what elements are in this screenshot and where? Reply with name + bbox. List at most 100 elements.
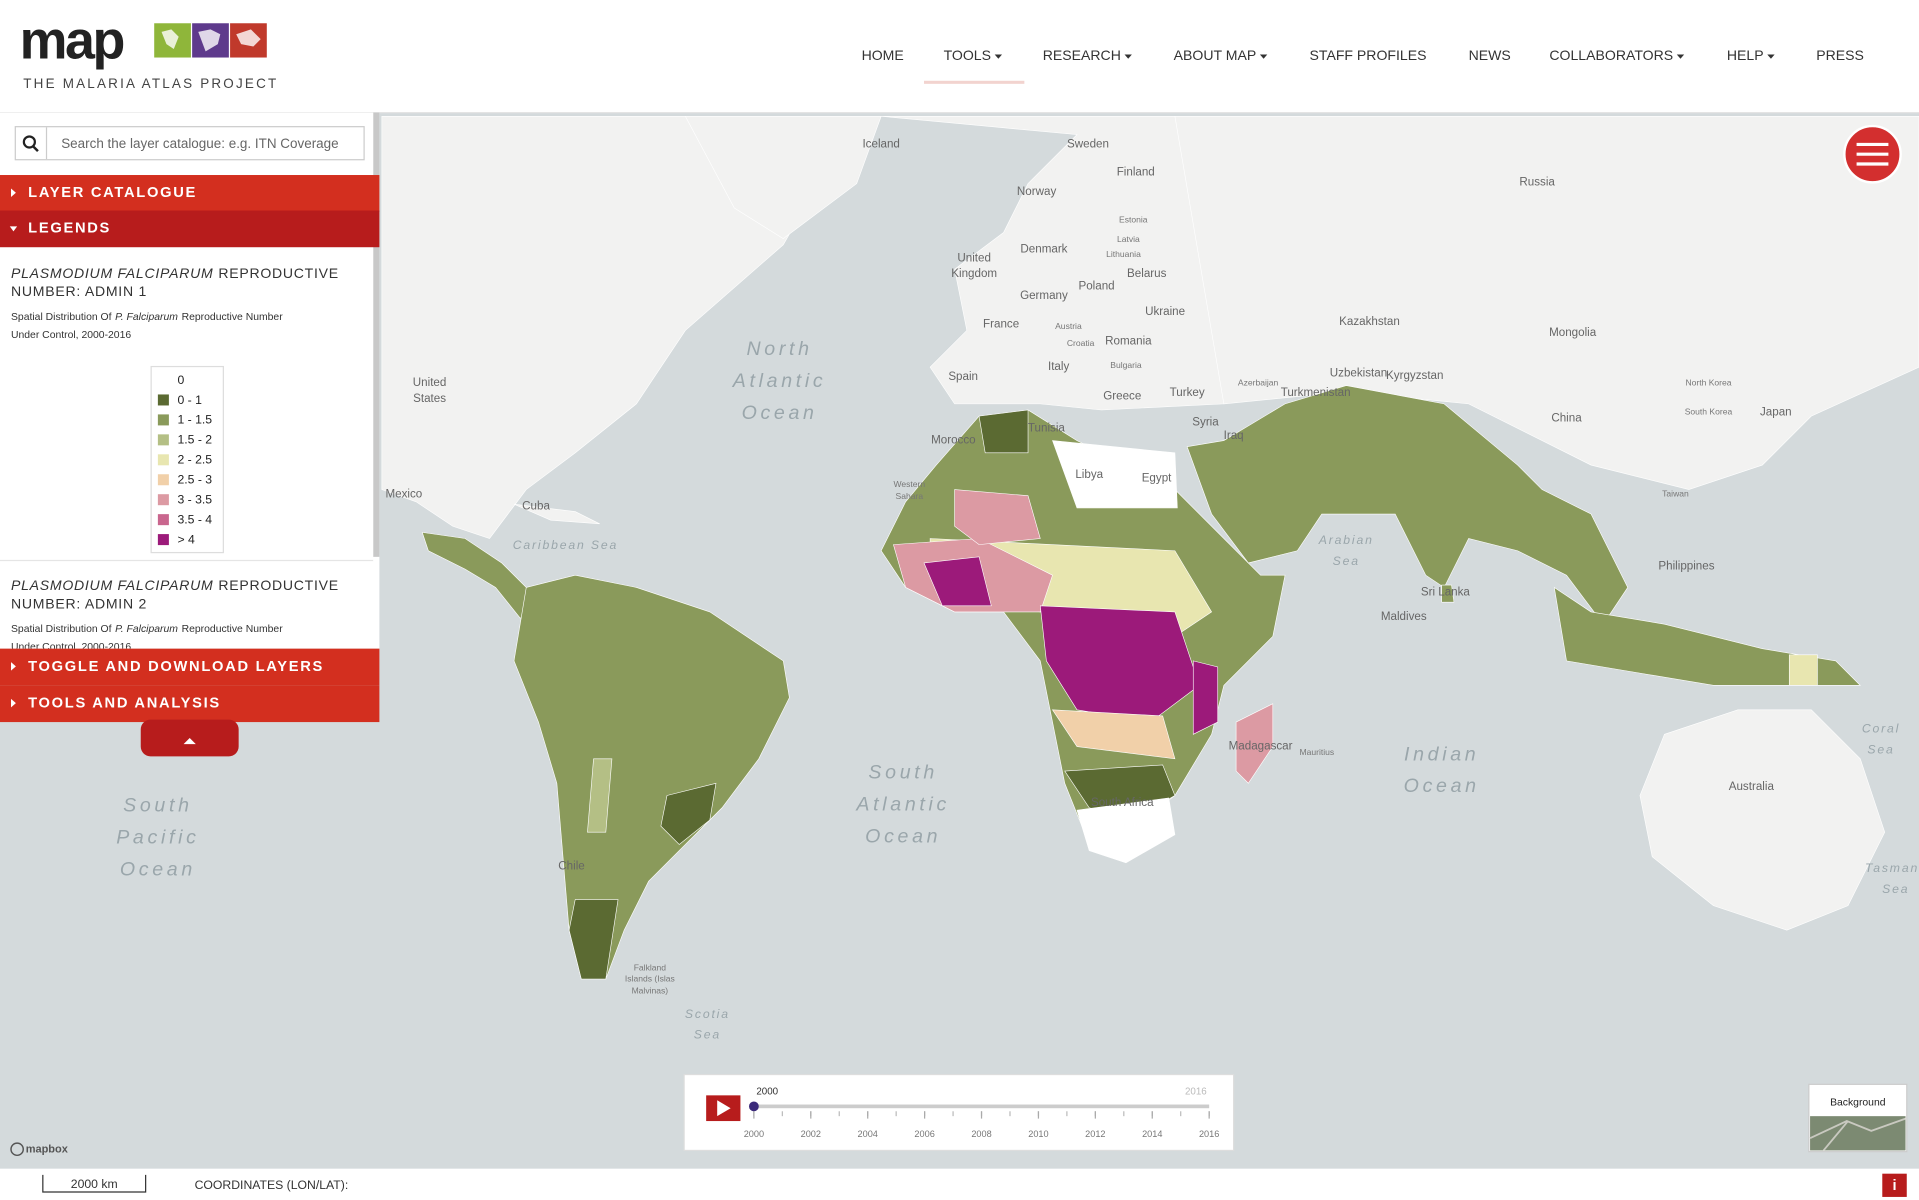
legend-description: Under Control, 2000-2016 [11, 642, 131, 653]
logo-subtitle: THE MALARIA ATLAS PROJECT [23, 76, 278, 91]
info-button[interactable] [1882, 1173, 1907, 1197]
legend-label: 2 - 2.5 [177, 453, 212, 467]
asia [1174, 115, 1919, 490]
legend-label: 1.5 - 2 [177, 433, 212, 447]
nav-item[interactable]: HOME [862, 47, 904, 63]
legend-label: > 4 [177, 532, 195, 546]
legend-description: Spatial Distribution Of P. Falciparum Repr… [11, 312, 283, 323]
country-label: Italy [1048, 360, 1069, 373]
country-label: States [413, 392, 446, 405]
legend-label: 0 - 1 [177, 393, 202, 407]
dropdown-caret [994, 54, 1003, 59]
country-label: Islands (Islas [625, 973, 675, 983]
country-label: Egypt [1142, 472, 1172, 485]
section-header[interactable] [0, 648, 380, 686]
nav-item[interactable]: COLLABORATORS [1549, 47, 1673, 63]
nav-item[interactable]: NEWS [1469, 47, 1511, 63]
country-label: France [983, 317, 1019, 330]
search-box[interactable] [14, 126, 365, 161]
legend-description: Spatial Distribution Of P. Falciparum Repr… [11, 624, 283, 635]
sidebar: Search the layer catalogue: e.g. ITN Cov… [0, 112, 380, 757]
north-africa-dark [978, 409, 1029, 454]
country-label: Sri Lanka [1421, 585, 1471, 598]
country-label: Turkmenistan [1281, 386, 1351, 399]
timeline: 2000 2002 2004 2006 2008 2010 2012 2014 2016 2000… [683, 1073, 1235, 1152]
country-label: Iraq [1224, 429, 1244, 442]
country-label: Chile [558, 860, 584, 873]
background-label[interactable]: Background [1830, 1097, 1886, 1108]
map-land [381, 115, 1919, 980]
description-text: Reproductive Number [182, 312, 284, 323]
south-africa [1076, 797, 1176, 864]
background-thumbnail [1810, 1116, 1906, 1151]
country-label: Ukraine [1145, 305, 1185, 318]
timeline-panel [683, 1073, 1235, 1152]
nav-item[interactable]: TOOLS [944, 47, 991, 63]
country-label: Latvia [1117, 234, 1140, 244]
country-label: South Africa [1091, 796, 1154, 809]
legend-title-text: REPRODUCTIVE [218, 265, 339, 281]
dropdown-caret [1259, 54, 1268, 59]
play-icon[interactable] [717, 1100, 731, 1117]
ocean-label: Ocean [742, 402, 818, 424]
search-icon[interactable] [22, 135, 36, 149]
country-label: China [1551, 412, 1582, 425]
country-label: Falkland [634, 962, 667, 972]
section-title[interactable]: LAYER CATALOGUE [28, 185, 197, 201]
timeline-handle[interactable] [748, 1101, 759, 1112]
nav-item[interactable]: PRESS [1816, 47, 1864, 63]
country-label: Madagascar [1229, 740, 1293, 753]
timeline-year: 2002 [801, 1129, 821, 1139]
ocean-label: Atlantic [855, 793, 950, 815]
sea-label: Tasman [1865, 861, 1919, 875]
southeast-asia [1553, 586, 1861, 686]
country-label: Morocco [931, 434, 976, 447]
legend-description: Under Control, 2000-2016 [11, 330, 131, 341]
ocean-label: Pacific [116, 827, 199, 849]
country-label: Norway [1017, 185, 1057, 198]
search-placeholder[interactable]: Search the layer catalogue: e.g. ITN Cov… [61, 136, 338, 151]
ocean-label: Ocean [120, 858, 196, 880]
section-header[interactable] [0, 175, 380, 212]
mapbox-logo[interactable]: mapbox [26, 1144, 69, 1156]
country-label: North Korea [1685, 377, 1731, 387]
legend-label: 2.5 - 3 [177, 473, 212, 487]
map-labels: Iceland Sweden Finland Norway Russia Estonia L… [116, 137, 1919, 1042]
country-label: Belarus [1127, 267, 1167, 280]
section-header[interactable] [0, 210, 380, 248]
legend-title: PLASMODIUM FALCIPARUM REPRODUCTIVE [11, 577, 339, 593]
madagascar [1235, 703, 1274, 784]
logo[interactable]: map [20, 10, 126, 70]
east-coast [1192, 660, 1219, 735]
country-label: Mexico [385, 488, 422, 501]
description-text: Reproductive Number [182, 624, 284, 635]
libya-egypt [1052, 440, 1178, 509]
ocean-label: Indian [1404, 743, 1479, 765]
ocean-label: Atlantic [732, 370, 827, 392]
scrollbar[interactable] [373, 112, 380, 557]
country-label: Croatia [1067, 338, 1095, 348]
country-label: Turkey [1170, 386, 1205, 399]
nav-item[interactable]: ABOUT MAP [1174, 47, 1257, 63]
country-label: Philippines [1658, 560, 1714, 573]
country-label: Uzbekistan [1330, 366, 1387, 379]
nav-item[interactable]: RESEARCH [1043, 47, 1121, 63]
info-icon[interactable]: i [1892, 1178, 1896, 1194]
sea-label: Sea [694, 1028, 721, 1042]
section-header[interactable] [0, 685, 380, 723]
legend-label: 1 - 1.5 [177, 413, 212, 427]
nav-item[interactable]: STAFF PROFILES [1310, 47, 1427, 63]
country-label: Australia [1729, 780, 1775, 793]
section-title[interactable]: TOGGLE AND DOWNLOAD LAYERS [28, 659, 324, 675]
scale-label: 2000 km [71, 1177, 118, 1191]
nav-item[interactable]: HELP [1727, 47, 1764, 63]
sea-label: Arabian [1318, 533, 1374, 547]
country-label: Malvinas) [632, 986, 669, 996]
section-title[interactable]: TOOLS AND ANALYSIS [28, 696, 221, 712]
sea-label: Caribbean Sea [513, 538, 618, 552]
description-species: P. Falciparum [115, 312, 178, 323]
timeline-year: 2012 [1085, 1129, 1105, 1139]
section-title[interactable]: LEGENDS [28, 221, 111, 237]
timeline-year: 2006 [914, 1129, 934, 1139]
footer [0, 1168, 1919, 1200]
